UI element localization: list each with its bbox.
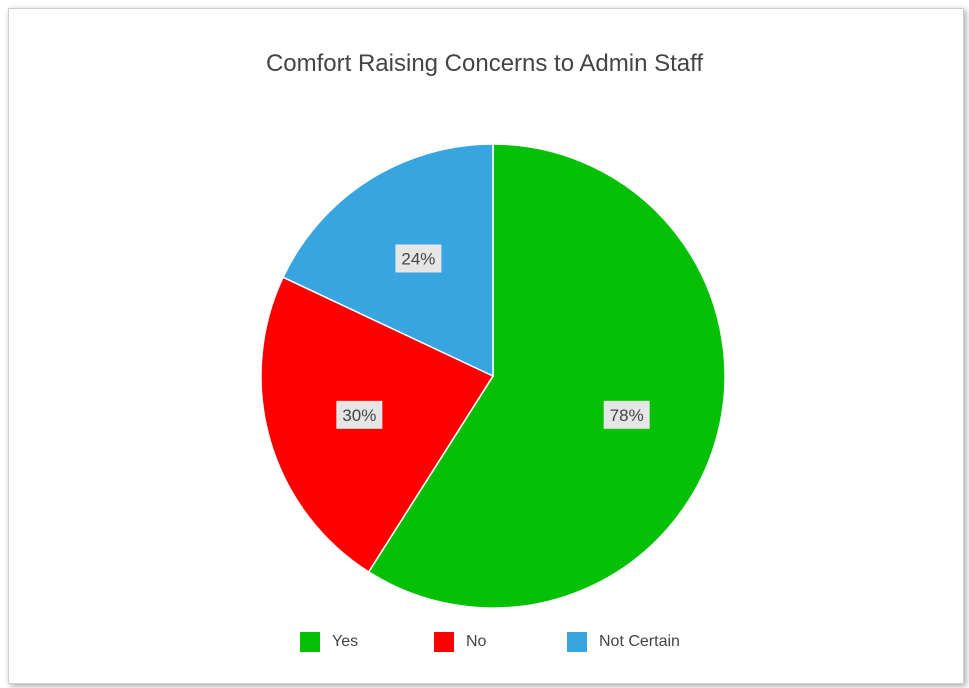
legend-swatch-no xyxy=(434,632,454,652)
legend-label-yes: Yes xyxy=(332,633,359,650)
data-label-text-yes: 78% xyxy=(610,406,644,425)
legend-swatch-not-certain xyxy=(567,632,587,652)
data-label-not-certain: 24% xyxy=(395,244,442,273)
legend-item-yes[interactable]: Yes xyxy=(300,628,358,656)
data-label-box-yes xyxy=(603,400,650,429)
data-label-box-not-certain xyxy=(395,244,442,273)
data-label-box-no xyxy=(336,400,383,429)
chart-title: Comfort Raising Concerns to Admin Staff xyxy=(265,50,704,77)
legend-label-no: No xyxy=(466,633,487,650)
data-label-no: 30% xyxy=(336,400,383,429)
chart-legend: Yes No Not Certain xyxy=(0,628,969,656)
data-label-text-not-certain: 24% xyxy=(401,249,435,268)
legend-label-not-certain: Not Certain xyxy=(599,633,680,650)
legend-swatch-yes xyxy=(300,632,320,652)
legend-item-no[interactable]: No xyxy=(434,628,486,656)
data-label-text-no: 30% xyxy=(342,406,376,425)
data-label-yes: 78% xyxy=(603,400,650,429)
legend-item-not-certain[interactable]: Not Certain xyxy=(567,628,680,656)
pie-slice-yes[interactable] xyxy=(367,143,726,609)
pie-slice-not-certain[interactable] xyxy=(282,143,494,378)
